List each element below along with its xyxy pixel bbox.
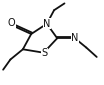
Text: O: O [8,18,15,28]
Text: S: S [42,48,48,58]
Text: N: N [71,33,79,43]
Text: N: N [43,19,50,29]
